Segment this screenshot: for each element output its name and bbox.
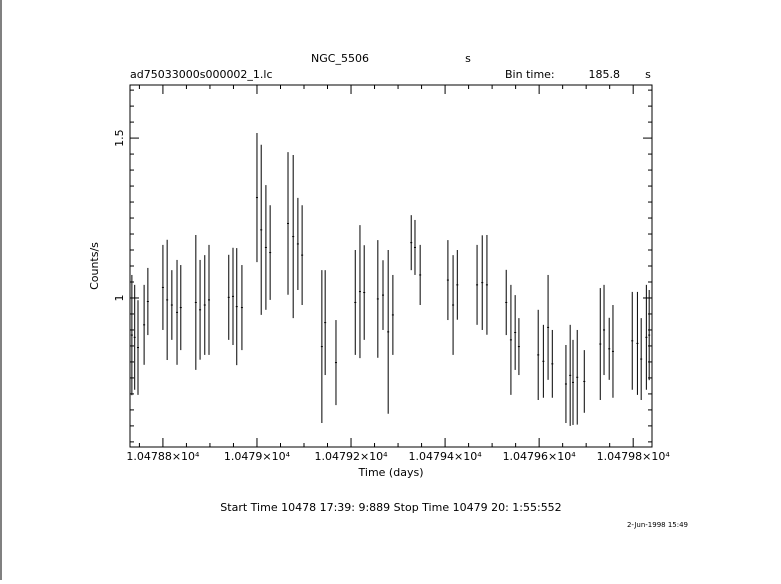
data-point bbox=[505, 301, 508, 303]
data-point bbox=[320, 346, 323, 348]
data-point bbox=[227, 296, 230, 298]
x-tick-label: 1.04792×10⁴ bbox=[314, 450, 388, 463]
y-tick-label: 1 bbox=[113, 294, 126, 301]
data-point bbox=[208, 299, 211, 301]
data-point bbox=[410, 242, 413, 244]
data-point bbox=[203, 304, 206, 306]
data-point bbox=[569, 374, 572, 376]
data-point bbox=[446, 279, 449, 281]
data-point bbox=[517, 346, 520, 348]
data-point bbox=[608, 348, 611, 350]
data-point bbox=[161, 286, 164, 288]
data-point bbox=[194, 301, 197, 303]
data-point bbox=[640, 358, 643, 360]
footer: Start Time 10478 17:39: 9:889 Stop Time … bbox=[220, 501, 561, 514]
data-point bbox=[296, 243, 299, 245]
date-stamp: 2-Jun-1998 15:49 bbox=[627, 521, 688, 529]
data-point bbox=[514, 332, 517, 334]
data-point bbox=[452, 304, 455, 306]
data-point bbox=[166, 299, 169, 301]
x-tick-label: 1.04798×10⁴ bbox=[597, 450, 671, 463]
data-point bbox=[419, 274, 422, 276]
data-point bbox=[269, 252, 272, 254]
data-point bbox=[130, 334, 133, 336]
data-point bbox=[476, 284, 479, 286]
bin-time-unit: s bbox=[645, 68, 651, 81]
data-point bbox=[363, 292, 366, 294]
data-point bbox=[631, 340, 634, 342]
data-point bbox=[324, 322, 327, 324]
data-point bbox=[645, 336, 648, 338]
x-tick-label: 1.0479×10⁴ bbox=[224, 450, 291, 463]
y-axis-label: Counts/s bbox=[88, 242, 101, 290]
data-point bbox=[564, 383, 567, 385]
data-point bbox=[542, 360, 545, 362]
x-tick-label: 1.04788×10⁴ bbox=[126, 450, 200, 463]
data-point bbox=[287, 222, 290, 224]
data-point bbox=[358, 291, 361, 293]
data-point bbox=[301, 254, 304, 256]
data-point bbox=[382, 294, 385, 296]
data-point bbox=[199, 309, 202, 311]
data-point bbox=[235, 306, 238, 308]
data-point bbox=[537, 354, 540, 356]
data-point bbox=[481, 282, 484, 284]
data-point bbox=[391, 314, 394, 316]
data-point bbox=[413, 246, 416, 248]
data-point bbox=[264, 246, 267, 248]
bin-time: 185.8 bbox=[589, 68, 621, 81]
data-point bbox=[636, 342, 639, 344]
plot-frame bbox=[129, 84, 653, 448]
data-point bbox=[143, 324, 146, 326]
data-point bbox=[547, 326, 550, 328]
data-point bbox=[136, 347, 139, 349]
data-point bbox=[583, 380, 586, 382]
data-point bbox=[176, 311, 179, 313]
data-point bbox=[354, 301, 357, 303]
data-point bbox=[231, 295, 234, 297]
data-point bbox=[334, 362, 337, 364]
data-point bbox=[485, 284, 488, 286]
data-point bbox=[179, 307, 182, 309]
bin-time-label: Bin time: bbox=[505, 68, 555, 81]
data-point bbox=[255, 197, 258, 199]
y-tick-label: 1.5 bbox=[113, 129, 126, 147]
data-point bbox=[146, 300, 149, 302]
data-point bbox=[133, 336, 136, 338]
data-point bbox=[170, 304, 173, 306]
x-tick-label: 1.04794×10⁴ bbox=[409, 450, 483, 463]
data-point bbox=[387, 331, 390, 333]
data-point bbox=[648, 334, 651, 336]
x-axis-label: Time (days) bbox=[358, 466, 424, 479]
data-point bbox=[509, 339, 512, 341]
subtitle: ad75033000s000002_1.lc bbox=[130, 68, 273, 81]
data-point bbox=[576, 376, 579, 378]
data-point bbox=[456, 284, 459, 286]
data-point bbox=[260, 229, 263, 231]
data-point bbox=[292, 236, 295, 238]
data-point bbox=[611, 350, 614, 352]
title-unit: s bbox=[465, 52, 471, 65]
data-point bbox=[599, 343, 602, 345]
data-point bbox=[603, 329, 606, 331]
data-point bbox=[240, 307, 243, 309]
x-tick-label: 1.04796×10⁴ bbox=[503, 450, 577, 463]
chart-title: NGC_5506 bbox=[311, 52, 369, 65]
data-point bbox=[571, 381, 574, 383]
data-point bbox=[376, 298, 379, 300]
data-point bbox=[551, 363, 554, 365]
